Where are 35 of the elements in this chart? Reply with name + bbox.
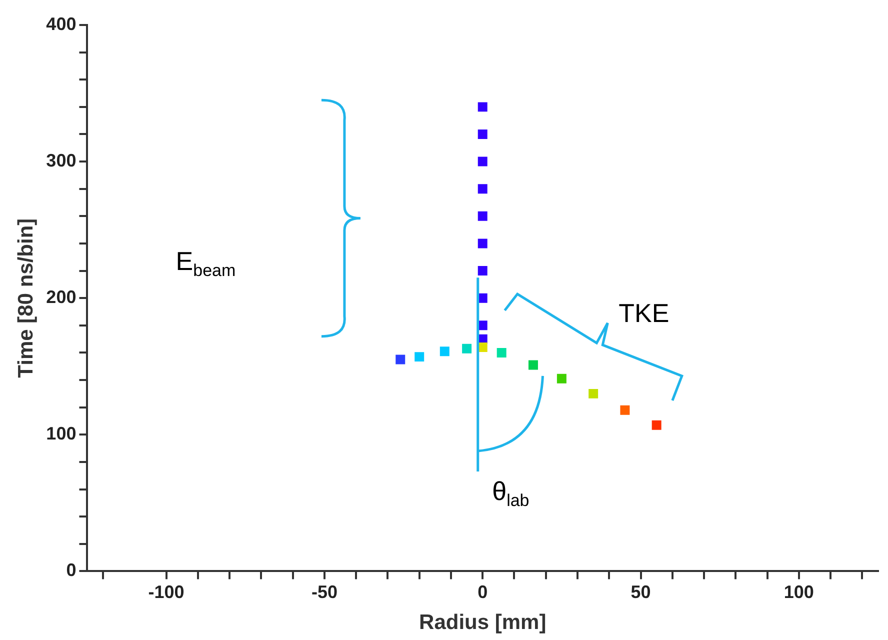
y-tick-label: 300	[46, 150, 76, 171]
y-tick-label: 200	[46, 287, 76, 308]
x-tick-label: -50	[311, 582, 338, 602]
point	[496, 348, 506, 358]
point	[588, 388, 598, 398]
y-tick-label: 0	[66, 560, 76, 580]
x-tick-label: 100	[784, 582, 814, 602]
point	[478, 156, 488, 166]
x-axis-title: Radius [mm]	[419, 611, 546, 634]
y-axis-title: Time [80 ns/bin]	[14, 218, 38, 378]
point	[440, 346, 450, 356]
point	[528, 360, 538, 370]
point	[478, 266, 488, 276]
point	[478, 102, 488, 112]
y-tick-label: 100	[46, 424, 76, 444]
point	[556, 374, 566, 384]
annotation: TKE	[618, 298, 670, 330]
point	[478, 130, 488, 139]
point	[620, 405, 630, 415]
point	[478, 293, 488, 303]
x-tick-label: 50	[630, 582, 651, 602]
point	[478, 211, 488, 221]
point	[652, 420, 662, 430]
point	[478, 238, 488, 248]
point	[478, 320, 488, 330]
point	[478, 184, 488, 194]
y-tick-label: 400	[46, 14, 76, 34]
point	[396, 354, 406, 364]
point	[414, 352, 424, 362]
annotation: E$_{beam}$	[176, 246, 236, 282]
x-tick-label: 0	[478, 582, 488, 602]
point	[462, 344, 472, 354]
x-tick-label: -100	[148, 582, 184, 602]
point	[478, 342, 488, 352]
annotation: θ$_{lab}$	[492, 476, 530, 511]
